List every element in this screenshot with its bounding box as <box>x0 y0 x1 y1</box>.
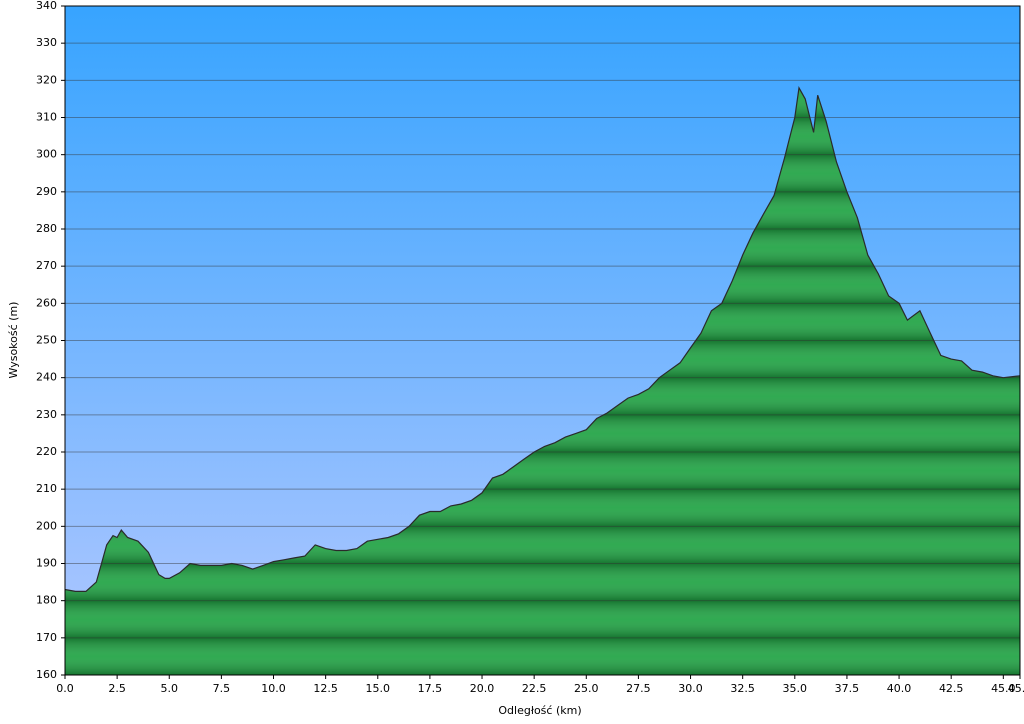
x-tick-label: 30.0 <box>678 682 703 695</box>
y-tick-label: 320 <box>36 73 57 86</box>
x-tick-label: 22.5 <box>522 682 547 695</box>
x-tick-label: 37.5 <box>835 682 860 695</box>
x-tick-label: 42.5 <box>939 682 964 695</box>
area-outline <box>64 85 1021 592</box>
y-tick-label: 190 <box>36 557 57 570</box>
x-tick-label: 45.0 <box>991 682 1016 695</box>
y-axis-label: Wysokość (m) <box>7 302 20 379</box>
x-tick-label: 32.5 <box>730 682 755 695</box>
x-tick-label: 25.0 <box>574 682 599 695</box>
y-tick-label: 160 <box>36 668 57 681</box>
x-tick-label: 0.0 <box>56 682 74 695</box>
y-tick-label: 340 <box>36 0 57 12</box>
y-tick-label: 330 <box>36 36 57 49</box>
y-tick-label: 250 <box>36 334 57 347</box>
area-shading <box>65 87 1020 676</box>
x-tick-label: 7.5 <box>213 682 231 695</box>
x-tick-label: 10.0 <box>261 682 286 695</box>
x-tick-label: 20.0 <box>470 682 495 695</box>
x-tick-label: 40.0 <box>887 682 912 695</box>
x-tick-label: 27.5 <box>626 682 651 695</box>
x-tick-label: 35.0 <box>783 682 808 695</box>
x-tick-label: 2.5 <box>108 682 126 695</box>
y-tick-label: 240 <box>36 371 57 384</box>
plot-frame <box>64 5 1021 676</box>
y-tick-label: 280 <box>36 222 57 235</box>
x-axis-label: Odległość (km) <box>498 704 581 717</box>
y-tick-label: 180 <box>36 594 57 607</box>
y-tick-label: 300 <box>36 148 57 161</box>
y-tick-label: 270 <box>36 259 57 272</box>
x-tick-label: 45.8 <box>1008 682 1024 695</box>
x-tick-label: 12.5 <box>313 682 338 695</box>
y-tick-label: 170 <box>36 631 57 644</box>
x-tick-label: 5.0 <box>161 682 179 695</box>
y-tick-label: 310 <box>36 111 57 124</box>
y-tick-label: 210 <box>36 482 57 495</box>
y-tick-label: 220 <box>36 445 57 458</box>
x-tick-label: 15.0 <box>366 682 391 695</box>
y-tick-label: 200 <box>36 519 57 532</box>
y-tick-label: 230 <box>36 408 57 421</box>
y-tick-label: 290 <box>36 185 57 198</box>
y-tick-label: 260 <box>36 296 57 309</box>
x-tick-label: 17.5 <box>418 682 443 695</box>
